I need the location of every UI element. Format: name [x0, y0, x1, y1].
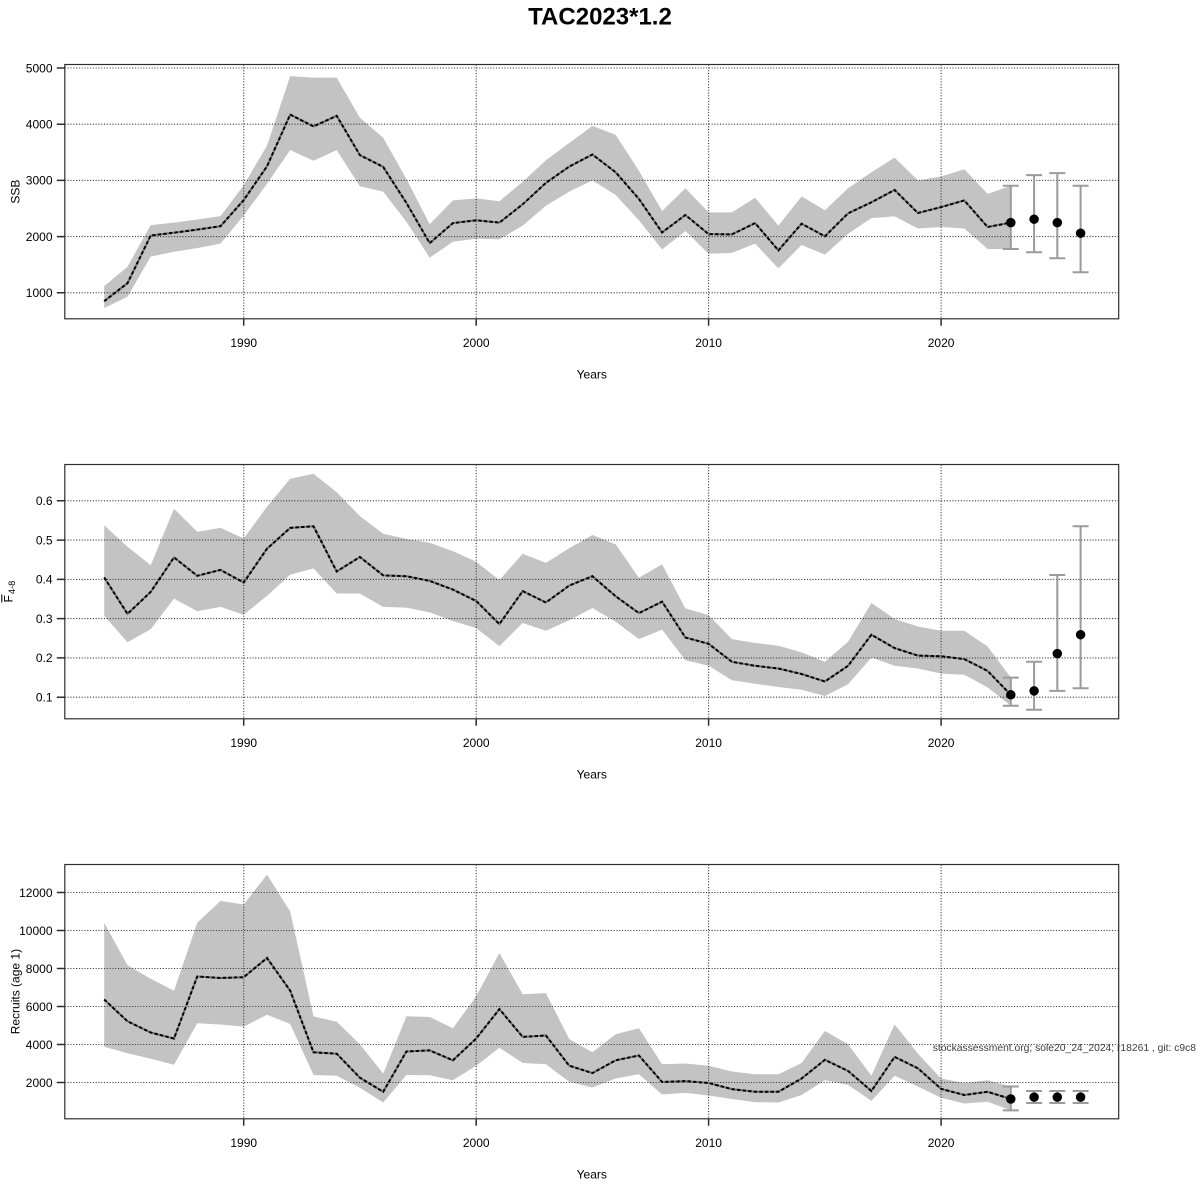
- svg-text:0.2: 0.2: [36, 651, 53, 665]
- svg-text:Years: Years: [577, 768, 607, 782]
- svg-text:1990: 1990: [230, 336, 257, 350]
- svg-text:12000: 12000: [19, 886, 53, 900]
- svg-text:2000: 2000: [463, 736, 490, 750]
- svg-text:2010: 2010: [695, 1136, 722, 1150]
- svg-text:6000: 6000: [26, 1000, 53, 1014]
- svg-text:0.3: 0.3: [36, 612, 53, 626]
- svg-text:8000: 8000: [26, 962, 53, 976]
- svg-text:2000: 2000: [463, 1136, 490, 1150]
- svg-text:F: F: [2, 595, 16, 602]
- svg-text:2010: 2010: [695, 336, 722, 350]
- svg-text:0.6: 0.6: [36, 494, 53, 508]
- svg-text:10000: 10000: [19, 924, 53, 938]
- svg-text:SSB: SSB: [9, 180, 23, 204]
- svg-text:2000: 2000: [463, 336, 490, 350]
- svg-text:stockassessment.org; sole20_24: stockassessment.org; sole20_24_2024; r18…: [933, 1043, 1197, 1054]
- svg-text:2020: 2020: [928, 736, 955, 750]
- svg-text:1990: 1990: [230, 736, 257, 750]
- svg-text:2020: 2020: [928, 1136, 955, 1150]
- svg-text:0.1: 0.1: [36, 691, 53, 705]
- svg-text:4000: 4000: [26, 118, 53, 132]
- svg-text:0.4: 0.4: [36, 573, 53, 587]
- svg-text:Years: Years: [577, 368, 607, 382]
- svg-text:TAC2023*1.2: TAC2023*1.2: [528, 4, 672, 31]
- svg-text:5000: 5000: [26, 61, 53, 75]
- svg-text:2010: 2010: [695, 736, 722, 750]
- svg-text:1000: 1000: [26, 286, 53, 300]
- svg-text:4000: 4000: [26, 1038, 53, 1052]
- svg-text:2000: 2000: [26, 1076, 53, 1090]
- svg-text:4-8: 4-8: [7, 581, 17, 594]
- svg-text:0.5: 0.5: [36, 533, 53, 547]
- svg-text:Recruits (age 1): Recruits (age 1): [9, 949, 23, 1034]
- svg-text:3000: 3000: [26, 174, 53, 188]
- svg-text:2000: 2000: [26, 230, 53, 244]
- svg-text:2020: 2020: [928, 336, 955, 350]
- svg-text:Years: Years: [577, 1168, 607, 1182]
- svg-text:1990: 1990: [230, 1136, 257, 1150]
